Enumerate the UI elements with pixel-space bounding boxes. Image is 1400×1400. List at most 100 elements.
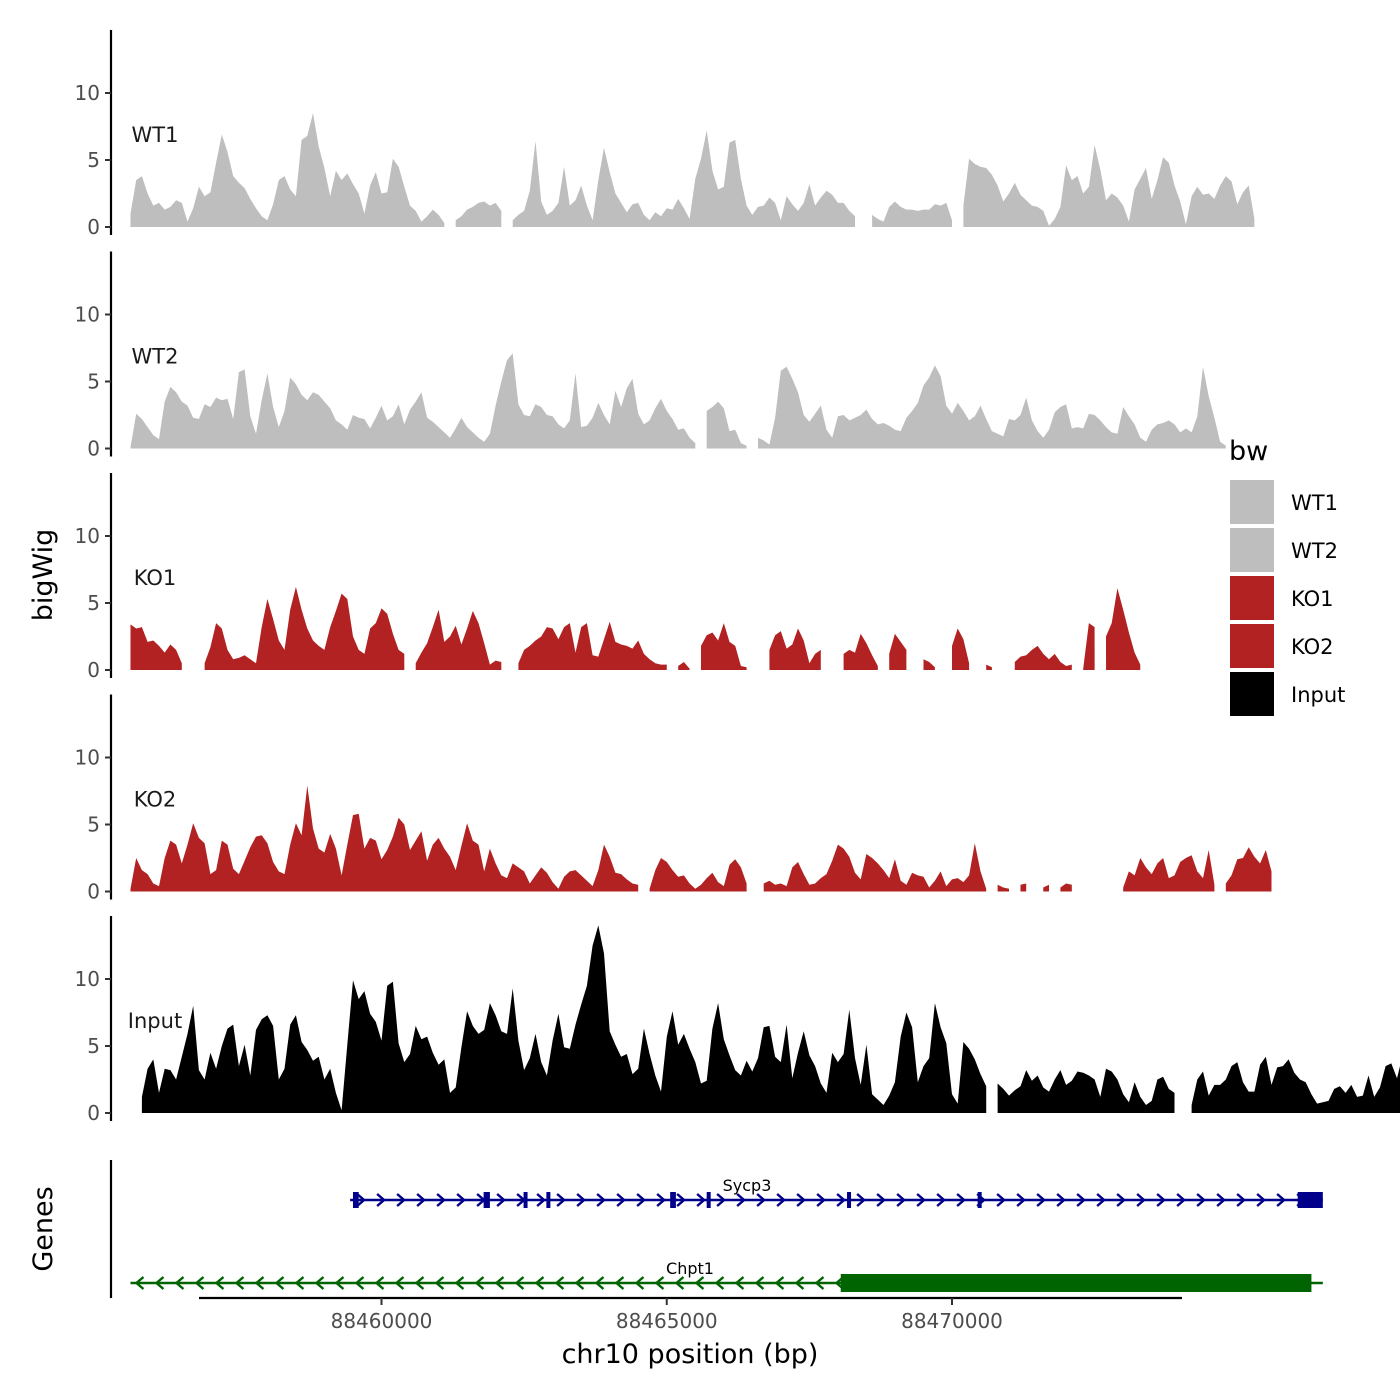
strand-arrow (636, 1193, 646, 1207)
coverage-area (130, 785, 639, 892)
x-axis: 88460000 88465000 88470000 (199, 1296, 1182, 1333)
track-wt2: 0 5 10 WT2 (75, 251, 1226, 461)
strand-arrow (1176, 1193, 1186, 1207)
strand-arrow (534, 1276, 545, 1290)
y-tick-label: 0 (87, 437, 100, 461)
strand-arrow (674, 1276, 685, 1290)
strand-arrow (556, 1193, 566, 1207)
strand-arrow (1136, 1193, 1146, 1207)
strand-arrow (174, 1276, 185, 1290)
strand-arrow (916, 1193, 926, 1207)
coverage-area (872, 201, 952, 227)
exon (706, 1192, 711, 1208)
strand-arrow (856, 1193, 866, 1207)
coverage-area (1060, 883, 1072, 892)
strand-arrow (434, 1276, 445, 1290)
coverage-area (1020, 883, 1027, 892)
legend-swatch (1230, 624, 1274, 668)
strand-arrow (1056, 1193, 1066, 1207)
strand-arrow (816, 1193, 826, 1207)
legend: bw WT1 WT2 KO1 KO2 Input (1229, 436, 1345, 716)
strand-arrow (774, 1276, 785, 1290)
y-tick-label: 10 (75, 746, 100, 770)
coverage-area (141, 925, 987, 1113)
y-tick-label: 10 (75, 303, 100, 327)
strand-arrow (1256, 1193, 1266, 1207)
coverage-area (130, 353, 696, 449)
exon (1297, 1192, 1323, 1208)
coverage-area (706, 401, 747, 449)
y-tick-label: 0 (87, 880, 100, 904)
y-tick-label: 10 (75, 524, 100, 548)
coverage-area (204, 586, 405, 670)
legend-swatch (1230, 528, 1274, 572)
coverage-area (455, 201, 502, 227)
x-tick-label: 88465000 (616, 1309, 718, 1333)
strand-arrow (274, 1276, 285, 1290)
strand-arrow (514, 1276, 525, 1290)
y-tick-label: 0 (87, 658, 100, 682)
legend-item-ko2: KO2 (1230, 624, 1334, 668)
coverage-area (1106, 588, 1141, 670)
strand-arrow (676, 1193, 686, 1207)
strand-arrow (1236, 1193, 1246, 1207)
gene-label: Sycp3 (723, 1176, 772, 1195)
gene-chpt1: Chpt1 (130, 1259, 1323, 1292)
exon (977, 1192, 982, 1208)
bigwig-tracks: 0 5 10 WT1 0 5 10 WT2 0 5 10 KO1 0 5 10 KO2 0 5 10 Input (75, 30, 1400, 1125)
strand-arrow (536, 1193, 546, 1207)
legend-item-wt1: WT1 (1230, 480, 1338, 524)
strand-arrow (1216, 1193, 1226, 1207)
x-axis-title: chr10 position (bp) (562, 1339, 819, 1370)
strand-arrow (356, 1193, 366, 1207)
track-label: WT1 (132, 123, 179, 147)
strand-arrow (614, 1276, 625, 1290)
strand-arrow (374, 1276, 385, 1290)
legend-item-wt2: WT2 (1230, 528, 1338, 572)
strand-arrow (594, 1276, 605, 1290)
strand-arrow (814, 1276, 825, 1290)
strand-arrow (956, 1193, 966, 1207)
strand-arrow (214, 1276, 225, 1290)
x-tick-label: 88460000 (331, 1309, 433, 1333)
strand-arrow (596, 1193, 606, 1207)
strand-arrow (754, 1276, 765, 1290)
coverage-area (518, 621, 667, 670)
coverage-area (512, 130, 856, 227)
legend-item-input: Input (1230, 672, 1345, 716)
strand-arrow (896, 1193, 906, 1207)
track-label: WT2 (132, 345, 179, 369)
strand-arrow (576, 1193, 586, 1207)
y-tick-label: 5 (87, 591, 100, 615)
strand-arrow (1116, 1193, 1126, 1207)
strand-arrow (154, 1276, 165, 1290)
gene-track: Sycp3 Chpt1 (109, 1160, 1323, 1298)
coverage-area (1043, 884, 1049, 892)
strand-arrow (134, 1276, 145, 1290)
coverage-area (1191, 1056, 1400, 1113)
track-wt1: 0 5 10 WT1 (75, 30, 1255, 239)
strand-arrow (254, 1276, 265, 1290)
strand-arrow (876, 1193, 886, 1207)
gene-label: Chpt1 (666, 1259, 714, 1278)
strand-arrow (736, 1193, 746, 1207)
strand-arrow (1096, 1193, 1106, 1207)
coverage-area (997, 884, 1010, 892)
strand-arrow (394, 1276, 405, 1290)
strand-arrow (616, 1193, 626, 1207)
strand-arrow (696, 1193, 706, 1207)
coverage-area (997, 1068, 1175, 1113)
strand-arrow (354, 1276, 365, 1290)
coverage-area (843, 633, 878, 670)
legend-swatch (1230, 672, 1274, 716)
strand-arrow (1276, 1193, 1286, 1207)
coverage-area (889, 633, 907, 670)
track-label: Input (128, 1009, 182, 1033)
exon (840, 1274, 1312, 1292)
y-tick-label: 5 (87, 148, 100, 172)
strand-arrow (554, 1276, 565, 1290)
strand-arrow (454, 1276, 465, 1290)
strand-arrow (1076, 1193, 1086, 1207)
strand-arrow (794, 1276, 805, 1290)
legend-label: WT2 (1291, 539, 1338, 563)
